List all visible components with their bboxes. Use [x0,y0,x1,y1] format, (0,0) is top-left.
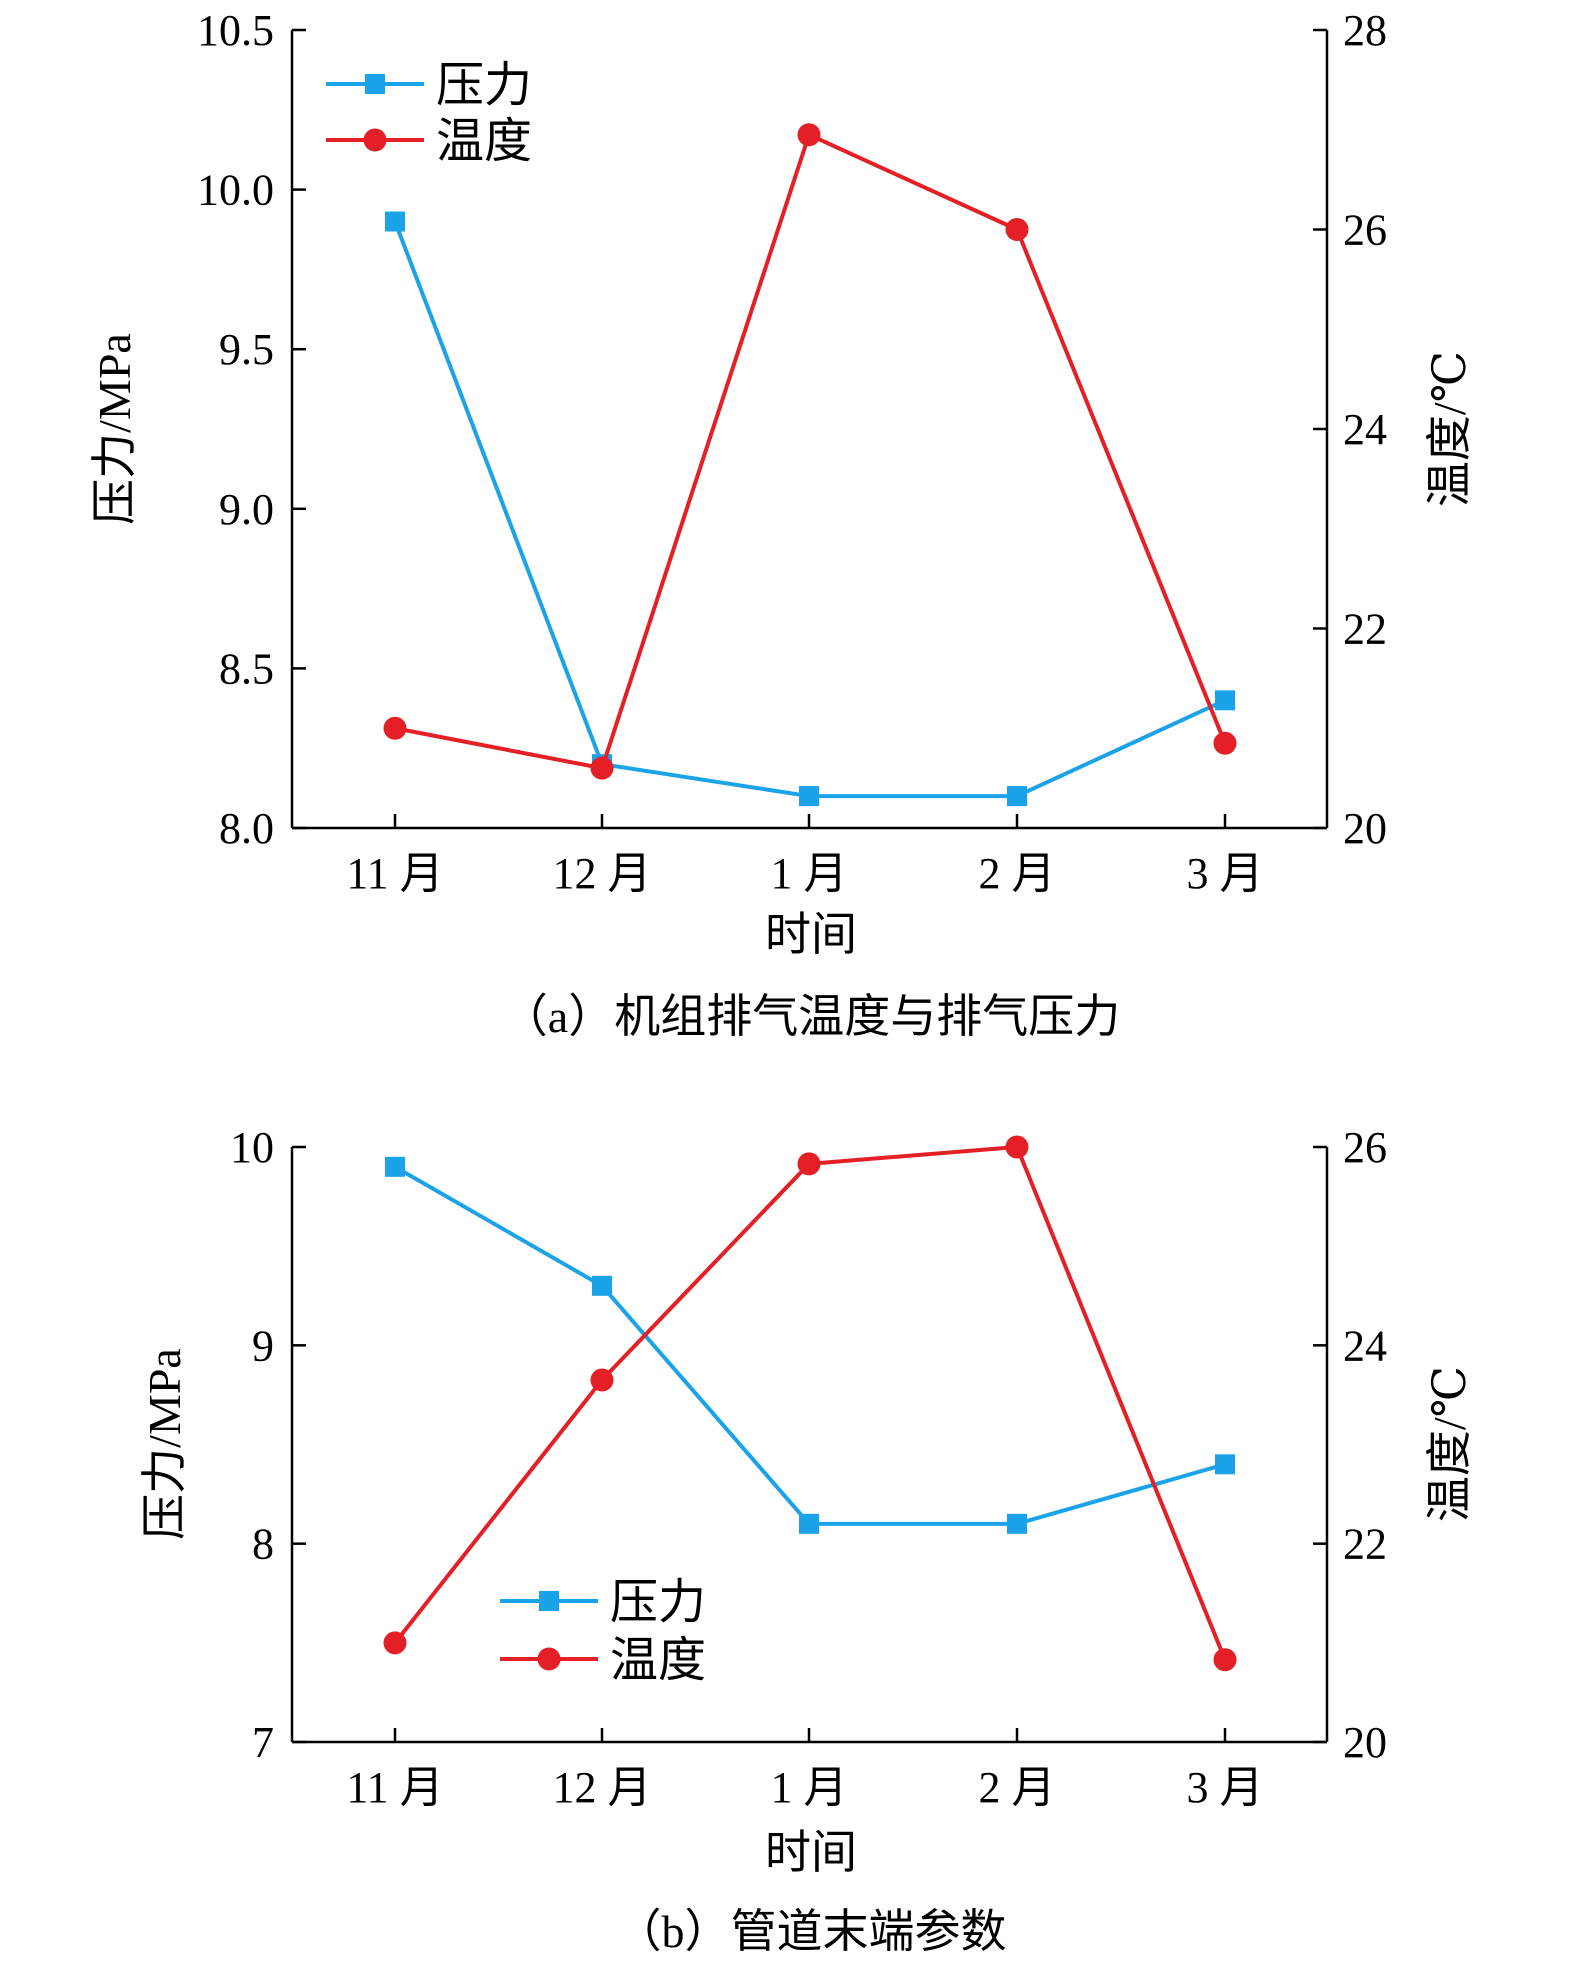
left-y-tick-label: 9 [252,1321,274,1370]
pressure-data-point [1215,1454,1235,1475]
right-y-tick-label: 22 [1343,1520,1387,1569]
pressure-data-point [799,786,819,807]
temperature-series-line [393,1145,1227,1661]
temperature-data-point [383,716,407,740]
pressure-series-line [393,220,1226,799]
legend-temperature-marker [537,1647,561,1671]
left-y-tick-label: 10.0 [197,166,274,215]
right-y-tick-label: 20 [1343,1718,1387,1767]
temperature-data-point [1005,1135,1029,1159]
left-y-tick-label: 9.0 [219,485,274,534]
left-y-tick-label: 8.0 [219,804,274,853]
x-tick-label: 11 月 [346,849,443,898]
left-y-axis-title: 压力/MPa [139,1348,190,1540]
right-y-tick-label: 24 [1343,405,1387,454]
right-y-tick-label: 24 [1343,1321,1387,1370]
left-y-tick-label: 9.5 [219,325,274,374]
x-tick-label: 1 月 [771,849,848,898]
pressure-series-line [394,1165,1226,1526]
x-tick-label: 12 月 [553,1763,652,1812]
legend-pressure-marker [539,1591,559,1611]
legend-temperature-label: 温度 [610,1634,706,1687]
temperature-series-line [394,132,1227,771]
left-y-axis-title: 压力/MPa [89,333,140,525]
legend-pressure-marker [365,74,385,94]
left-y-tick-label: 10.5 [197,6,274,55]
legend-temperature-marker [363,128,387,152]
x-tick-label: 12 月 [553,849,652,898]
pressure-data-point [1215,690,1235,711]
pressure-data-point [799,1513,819,1534]
temperature-data-point [590,1368,614,1392]
legend-pressure-label: 压力 [610,1576,706,1629]
pressure-data-point [1007,1513,1027,1534]
x-tick-label: 11 月 [346,1763,443,1812]
pressure-data-point [385,1156,405,1177]
temperature-data-point [590,756,614,780]
chart-panel-b: 7 8 9 10 20 22 24 26 11 月 12 月 1 月 2 月 3 月 压力/MPa 温度/℃… [139,1123,1475,1957]
legend-temperature-label: 温度 [436,115,532,168]
temperature-data-point [1213,731,1237,755]
left-y-tick-label: 7 [252,1718,274,1767]
pressure-data-point [1007,786,1027,807]
left-y-tick-label: 8.5 [219,644,274,693]
temperature-data-point [383,1631,407,1655]
x-axis-title: 时间 [765,909,857,960]
x-axis-title: 时间 [765,1827,857,1878]
x-tick-label: 2 月 [979,1763,1056,1812]
x-tick-label: 2 月 [979,849,1056,898]
right-y-tick-label: 20 [1343,804,1387,853]
right-y-tick-label: 28 [1343,6,1387,55]
x-tick-label: 3 月 [1187,1763,1264,1812]
right-y-axis-title: 温度/℃ [1424,1366,1475,1522]
figure-caption: （b）管道末端参数 [616,1906,1007,1957]
left-y-tick-label: 10 [230,1123,274,1172]
pressure-data-point [385,211,405,232]
temperature-data-point [1005,218,1029,241]
figure-caption: （a）机组排气温度与排气压力 [502,991,1120,1042]
right-y-tick-label: 26 [1343,206,1387,255]
x-tick-label: 3 月 [1187,849,1264,898]
pressure-data-point [592,1275,612,1296]
temperature-data-point [797,123,821,147]
x-tick-label: 1 月 [771,1763,848,1812]
right-y-tick-label: 22 [1343,605,1387,654]
temperature-data-point [1213,1648,1237,1672]
chart-panel-a: 8.0 8.5 9.0 9.5 10.0 10.5 20 22 24 26 28 11 月 12 月 1 … [89,6,1475,1042]
temperature-data-point [797,1152,821,1176]
legend-pressure-label: 压力 [436,59,532,112]
right-y-tick-label: 26 [1343,1123,1387,1172]
right-y-axis-title: 温度/℃ [1424,351,1475,507]
left-y-tick-label: 8 [252,1520,274,1569]
